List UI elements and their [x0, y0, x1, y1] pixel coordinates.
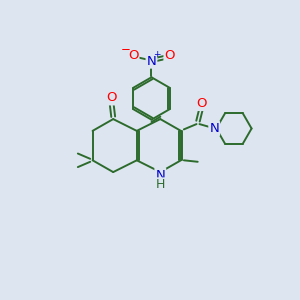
Text: O: O [196, 97, 207, 110]
Text: O: O [106, 92, 117, 104]
Text: N: N [155, 169, 165, 182]
Text: H: H [156, 178, 165, 191]
Text: N: N [147, 55, 156, 68]
Text: N: N [209, 122, 219, 135]
Text: −: − [121, 43, 131, 56]
Text: O: O [164, 49, 175, 62]
Text: +: + [153, 50, 160, 59]
Text: O: O [128, 49, 139, 62]
